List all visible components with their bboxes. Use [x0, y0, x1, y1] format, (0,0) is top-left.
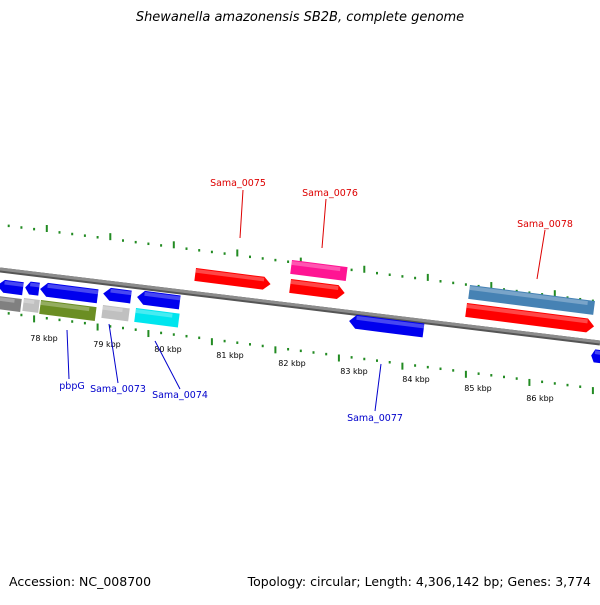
gene-highlight — [47, 283, 99, 295]
kbp-label: 83 kbp — [340, 367, 368, 376]
gene-highlight — [195, 268, 265, 282]
gene-highlight — [469, 285, 588, 306]
upper-gene-label: Sama_0078 — [517, 219, 573, 230]
gene-highlight — [4, 280, 24, 287]
gene-arrow — [591, 349, 600, 364]
kbp-label: 86 kbp — [526, 394, 554, 403]
kbp-label: 80 kbp — [154, 345, 182, 354]
gene-shape — [101, 305, 130, 322]
gene-arrow — [137, 290, 181, 310]
gene-highlight — [466, 303, 588, 324]
accession-text: Accession: NC_008700 — [9, 574, 152, 589]
gene-shape — [40, 282, 99, 304]
kbp-label: 84 kbp — [402, 375, 430, 384]
gene-shape — [194, 268, 271, 290]
lower-gene-label: Sama_0073 — [90, 384, 146, 395]
gene-shape — [465, 303, 595, 333]
gene-shape — [103, 287, 132, 304]
gene-shape — [25, 281, 40, 296]
kbp-label: 82 kbp — [278, 359, 306, 368]
upper-gene-label: Sama_0075 — [210, 178, 266, 189]
gene-highlight — [594, 350, 600, 355]
lower-gene-label: pbpG — [59, 381, 84, 392]
gene-shape — [591, 349, 600, 364]
gene-highlight — [30, 282, 40, 288]
gene-highlight — [135, 308, 173, 318]
gene-box-sama-0074 — [134, 308, 180, 328]
map-title: Shewanella amazonensis SB2B, complete ge… — [135, 10, 465, 25]
gene-shape — [349, 314, 425, 338]
gene-shape — [0, 296, 22, 312]
gene-highlight — [356, 315, 425, 329]
gene-shape — [468, 285, 595, 315]
gene-arrow — [289, 279, 345, 299]
lower-gene-label: Sama_0074 — [152, 390, 208, 401]
label-layer: 78 kbp 79 kbp 80 kbp 81 kbp 82 kbp 83 kbp 84 k… — [30, 178, 573, 424]
gene-shape — [22, 298, 40, 313]
backbone-layer — [0, 267, 600, 346]
gene-shape — [137, 290, 181, 310]
upper-leader-line — [321, 198, 327, 249]
backbone-line — [0, 267, 600, 344]
gene-arrow — [465, 303, 595, 333]
kbp-label: 79 kbp — [93, 340, 121, 349]
lower-leader-line — [66, 329, 70, 380]
gene-box-sama-0073 — [101, 305, 130, 322]
gene-highlight — [291, 260, 341, 272]
gene-highlight — [0, 296, 15, 303]
gene-highlight — [110, 288, 132, 296]
gene-box-sama-0078 — [468, 285, 595, 315]
gene-box-sama-0076 — [290, 260, 348, 282]
upper-leader-line — [536, 229, 546, 280]
kbp-label: 78 kbp — [30, 334, 58, 343]
gene-highlight — [23, 298, 35, 304]
gene-shape — [39, 300, 97, 322]
gene-shape — [289, 279, 345, 299]
gene-box — [0, 296, 22, 312]
gene-shape — [290, 260, 348, 282]
gene-shape — [0, 279, 24, 296]
lower-leader-line — [154, 340, 181, 390]
gene-highlight — [290, 279, 339, 290]
gene-highlight — [144, 291, 181, 301]
gene-layer — [0, 260, 600, 364]
lower-leader-line — [108, 323, 119, 384]
gene-highlight — [102, 305, 123, 313]
gene-arrow — [0, 279, 24, 296]
gene-shape — [134, 308, 180, 328]
upper-gene-label: Sama_0076 — [302, 188, 358, 199]
gene-arrow — [40, 282, 99, 304]
gene-arrow-sama-0077 — [349, 314, 425, 338]
gene-arrow — [25, 281, 40, 296]
gene-arrow — [103, 287, 132, 304]
gene-box-pbpG — [39, 300, 97, 322]
lower-gene-label: Sama_0077 — [347, 413, 403, 424]
lower-leader-line — [374, 363, 382, 412]
gene-arrow-sama-0075 — [194, 268, 271, 290]
gene-highlight — [40, 300, 90, 312]
gene-box — [22, 298, 40, 313]
genome-summary-text: Topology: circular; Length: 4,306,142 bp… — [247, 574, 591, 589]
upper-leader-line — [239, 189, 244, 239]
kbp-label: 85 kbp — [464, 384, 492, 393]
kbp-label: 81 kbp — [216, 351, 244, 360]
